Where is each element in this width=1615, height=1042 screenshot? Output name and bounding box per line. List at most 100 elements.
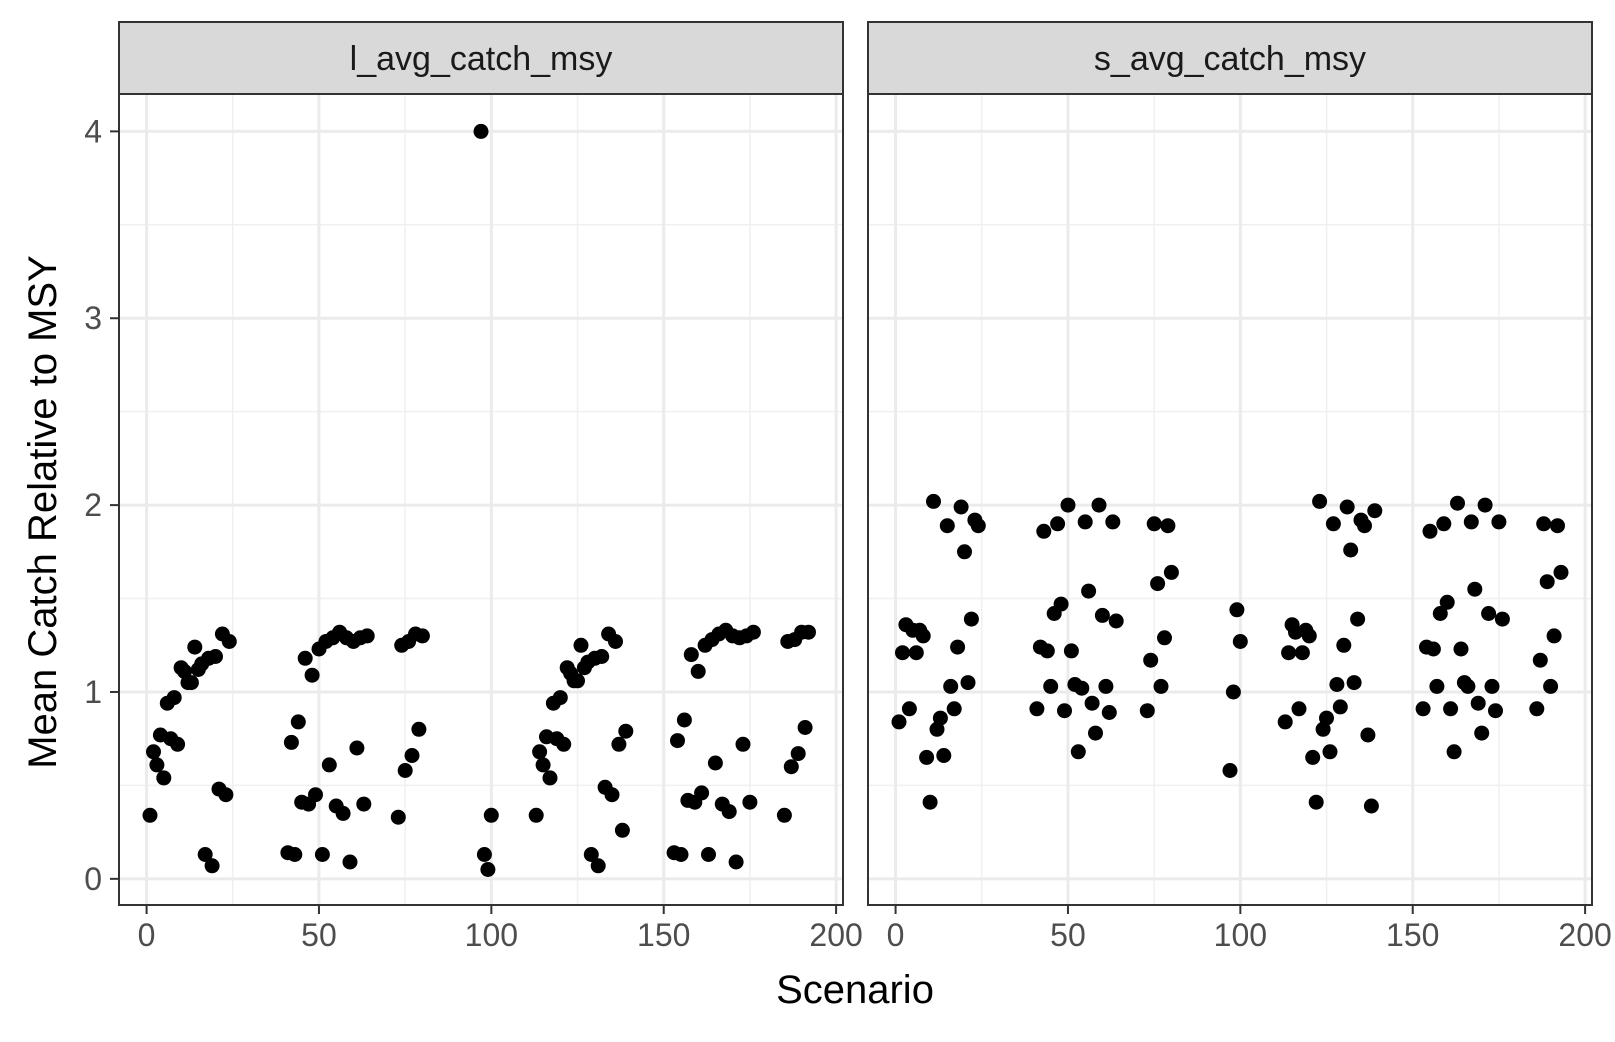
data-point	[573, 637, 589, 653]
data-point	[1053, 596, 1069, 612]
data-point	[1281, 645, 1297, 661]
data-point	[321, 757, 337, 773]
data-point	[473, 123, 489, 139]
data-point	[783, 759, 799, 775]
data-point	[1322, 744, 1338, 760]
data-point	[1481, 606, 1497, 621]
data-point	[1229, 602, 1245, 618]
data-point	[1291, 701, 1307, 717]
data-point	[1225, 684, 1241, 700]
data-point	[1070, 744, 1086, 760]
data-point	[1553, 564, 1569, 580]
data-point	[1057, 703, 1072, 719]
y-tick-label: 2	[84, 487, 102, 523]
panel-background	[119, 94, 843, 905]
data-point	[1308, 794, 1324, 810]
data-point	[156, 770, 172, 786]
data-point	[204, 858, 220, 874]
data-point	[532, 744, 548, 760]
facet-strip-label: l_avg_catch_msy	[350, 40, 613, 78]
data-point	[1081, 583, 1097, 599]
data-point	[1150, 576, 1166, 592]
data-point	[356, 796, 372, 812]
y-tick-label: 4	[84, 113, 102, 149]
data-point	[1077, 514, 1093, 530]
x-tick-label: 50	[1050, 917, 1086, 953]
data-point	[556, 736, 572, 752]
data-point	[728, 854, 744, 870]
data-point	[1139, 703, 1155, 719]
data-point	[187, 639, 203, 655]
facet-strip	[118, 21, 844, 95]
data-point	[390, 809, 406, 825]
data-point	[801, 624, 816, 640]
data-point	[891, 714, 907, 730]
data-point	[287, 847, 303, 862]
data-point	[963, 611, 979, 627]
data-point	[1467, 581, 1483, 597]
data-point	[957, 544, 972, 560]
x-tick-label: 200	[809, 917, 862, 953]
x-tick-label: 50	[301, 917, 337, 953]
data-point	[1532, 652, 1548, 668]
data-point	[611, 736, 627, 752]
data-point	[414, 628, 430, 644]
data-point	[1488, 703, 1503, 719]
x-tick-label: 0	[138, 917, 156, 953]
data-point	[1432, 606, 1448, 621]
data-point	[1536, 516, 1552, 532]
data-point	[1415, 701, 1431, 717]
data-point	[1084, 695, 1100, 711]
data-point	[1439, 594, 1455, 610]
data-point	[797, 720, 813, 735]
data-point	[1550, 518, 1565, 534]
data-point	[1153, 678, 1169, 694]
data-point	[1277, 714, 1293, 730]
data-point	[342, 854, 358, 870]
data-point	[1422, 523, 1438, 539]
data-point	[618, 723, 634, 739]
data-point	[926, 493, 941, 509]
data-point	[922, 794, 938, 810]
data-point	[404, 748, 420, 763]
data-point	[142, 807, 158, 823]
data-point	[1232, 634, 1248, 649]
data-point	[1074, 680, 1090, 696]
data-point	[1360, 727, 1376, 743]
data-point	[1436, 516, 1452, 532]
data-point	[950, 639, 966, 655]
data-point	[359, 628, 375, 644]
data-point	[946, 701, 962, 717]
data-point	[604, 787, 620, 803]
y-axis-title: Mean Catch Relative to MSY	[21, 255, 65, 769]
data-point	[608, 634, 623, 649]
x-tick-label: 200	[1558, 917, 1611, 953]
data-point	[970, 518, 986, 534]
data-point	[542, 770, 558, 786]
data-point	[1301, 628, 1317, 644]
facet-strip-label: s_avg_catch_msy	[1094, 40, 1366, 78]
data-point	[1160, 518, 1176, 534]
data-point	[895, 645, 910, 661]
data-point	[1529, 701, 1545, 717]
data-point	[1346, 675, 1362, 691]
data-point	[197, 847, 213, 862]
data-point	[694, 785, 710, 801]
data-point	[208, 649, 223, 664]
x-tick-label: 100	[465, 917, 518, 953]
data-point	[1050, 516, 1066, 532]
data-point	[1350, 611, 1366, 627]
data-point	[670, 733, 685, 749]
data-point	[707, 755, 723, 771]
data-point	[1043, 678, 1059, 694]
data-point	[1143, 652, 1159, 668]
data-point	[1543, 678, 1559, 694]
data-point	[960, 675, 976, 691]
data-point	[1484, 678, 1500, 694]
data-point	[1539, 574, 1555, 590]
data-point	[166, 690, 182, 706]
data-point	[1163, 564, 1179, 580]
